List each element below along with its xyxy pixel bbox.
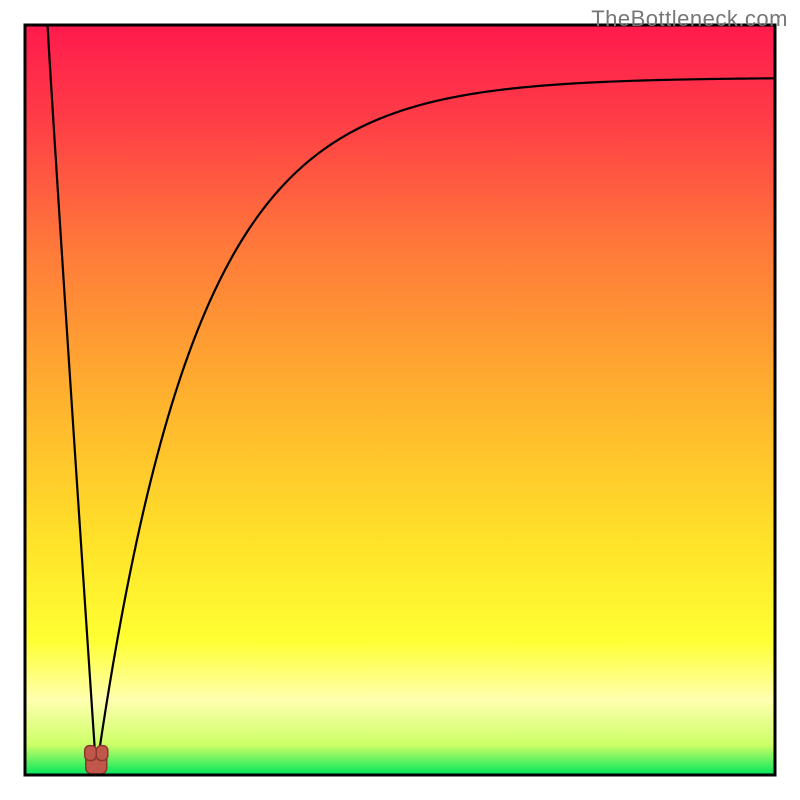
chart-container: TheBottleneck.com: [0, 0, 800, 800]
optimal-point-marker: [85, 746, 108, 774]
chart-background: [25, 25, 775, 775]
watermark-text: TheBottleneck.com: [591, 6, 788, 32]
bottleneck-chart: [0, 0, 800, 800]
